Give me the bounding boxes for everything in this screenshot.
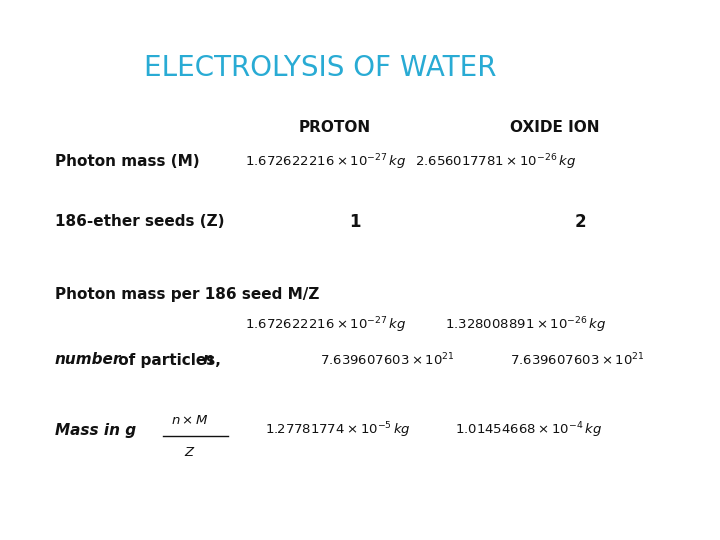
Text: 1: 1 (349, 213, 361, 231)
Text: number: number (55, 353, 122, 368)
Text: 2: 2 (574, 213, 586, 231)
Text: n: n (203, 353, 214, 368)
Text: of particles,: of particles, (113, 353, 226, 368)
Text: $2.656017781\times10^{-26}\,kg$: $2.656017781\times10^{-26}\,kg$ (415, 152, 576, 172)
Text: $1.01454668\times10^{-4}\,kg$: $1.01454668\times10^{-4}\,kg$ (455, 420, 602, 440)
Text: $7.639607603\times10^{21}$: $7.639607603\times10^{21}$ (510, 352, 644, 368)
Text: Photon mass (M): Photon mass (M) (55, 154, 199, 170)
Text: Mass in g: Mass in g (55, 422, 136, 437)
Text: $1.27781774\times10^{-5}\,kg$: $1.27781774\times10^{-5}\,kg$ (265, 420, 411, 440)
Text: $7.639607603\times10^{21}$: $7.639607603\times10^{21}$ (320, 352, 454, 368)
Text: PROTON: PROTON (299, 120, 371, 136)
Text: 186-ether seeds (Z): 186-ether seeds (Z) (55, 214, 225, 230)
Text: Photon mass per 186 seed M/Z: Photon mass per 186 seed M/Z (55, 287, 320, 302)
Text: OXIDE ION: OXIDE ION (510, 120, 600, 136)
Text: $1.672622216\times10^{-27}\,kg$: $1.672622216\times10^{-27}\,kg$ (245, 152, 406, 172)
Text: $n\times M$: $n\times M$ (171, 414, 209, 427)
Text: $1.672622216\times10^{-27}\,kg$: $1.672622216\times10^{-27}\,kg$ (245, 315, 406, 335)
Text: $Z$: $Z$ (184, 446, 196, 458)
Text: $1.328008891\times10^{-26}\,kg$: $1.328008891\times10^{-26}\,kg$ (445, 315, 606, 335)
Text: ELECTROLYSIS OF WATER: ELECTROLYSIS OF WATER (144, 54, 496, 82)
